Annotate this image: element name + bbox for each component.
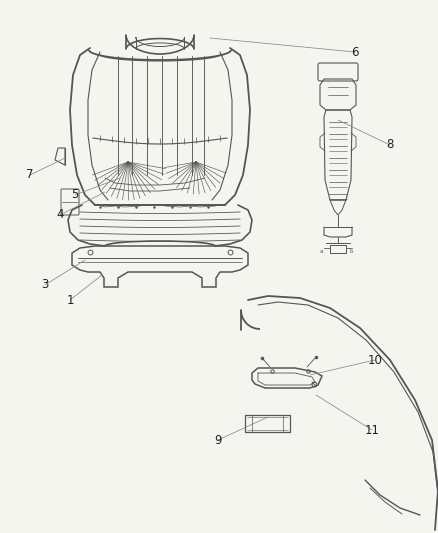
Text: 7: 7 xyxy=(26,168,34,182)
Text: 1: 1 xyxy=(66,294,74,306)
Text: 8: 8 xyxy=(386,139,394,151)
Text: 10: 10 xyxy=(367,353,382,367)
Text: 6: 6 xyxy=(351,45,359,59)
Text: 3: 3 xyxy=(41,279,49,292)
Text: b: b xyxy=(350,249,353,254)
Text: 5: 5 xyxy=(71,189,79,201)
Text: 11: 11 xyxy=(364,424,379,437)
Text: a: a xyxy=(320,249,324,254)
Text: 9: 9 xyxy=(214,433,222,447)
Text: 4: 4 xyxy=(56,208,64,222)
